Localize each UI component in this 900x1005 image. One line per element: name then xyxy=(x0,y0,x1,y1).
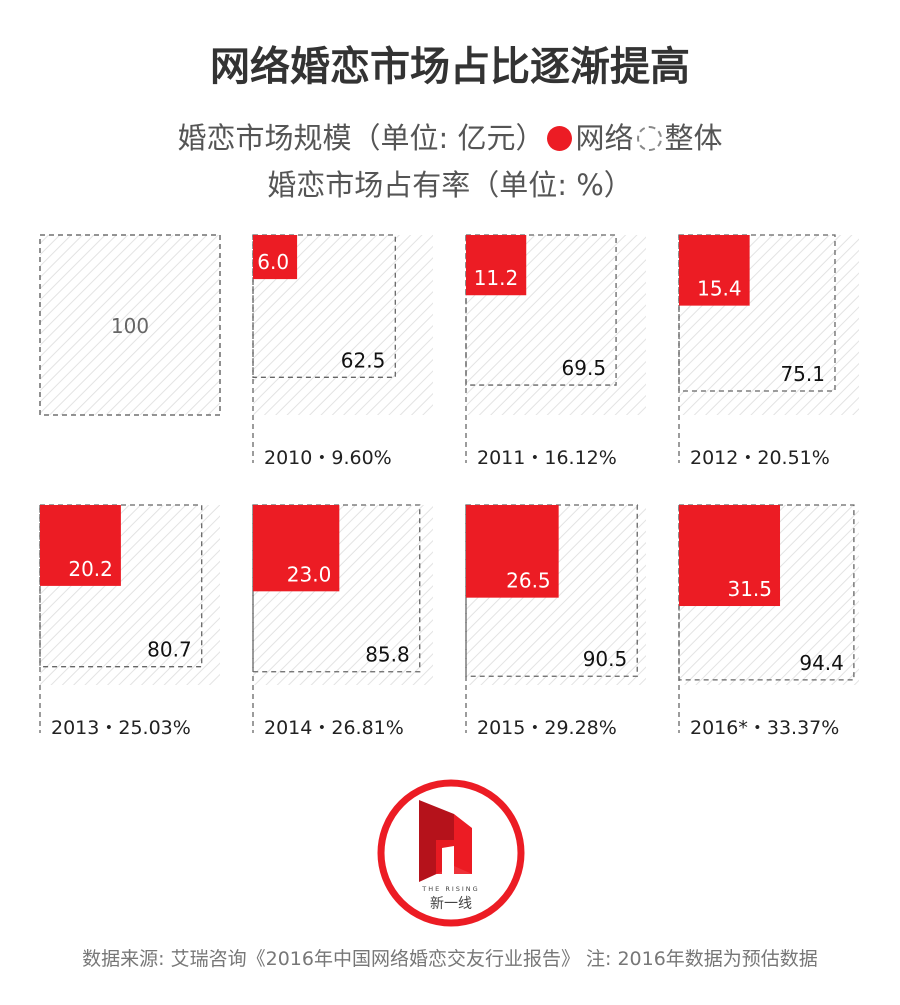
logo-caption-cn: 新一线 xyxy=(430,896,472,912)
online-value-label: 20.2 xyxy=(68,557,113,581)
year-share-label: 2010・9.60% xyxy=(264,447,392,469)
year-share-label: 2012・20.51% xyxy=(690,447,830,469)
panel-background xyxy=(466,235,646,415)
online-dot-icon xyxy=(547,126,573,151)
legend-scale-label: 婚恋市场规模（单位: 亿元） xyxy=(177,121,545,155)
panel-background xyxy=(40,505,220,685)
overall-value-label: 69.5 xyxy=(562,356,607,380)
overall-dot-icon xyxy=(636,126,662,151)
year-share-label: 2016*・33.37% xyxy=(690,717,839,739)
panel-background xyxy=(679,235,859,415)
online-value-label: 15.4 xyxy=(697,277,742,301)
overall-value-label: 62.5 xyxy=(341,348,386,372)
overall-value-label: 85.8 xyxy=(365,643,410,667)
market-share-chart: 100 6.0 62.5 2010・9.60% 11.2 69.5 2011・16.12% 1… xyxy=(39,234,859,739)
year-share-label: 2013・25.03% xyxy=(51,717,191,739)
page-title: 网络婚恋市场占比逐渐提高 xyxy=(210,44,690,90)
year-share-label: 2015・29.28% xyxy=(477,717,617,739)
year-share-label: 2011・16.12% xyxy=(477,447,617,469)
logo-caption-en: THE RISING xyxy=(421,885,479,893)
overall-value-label: 75.1 xyxy=(780,362,825,386)
legend-line-2: 婚恋市场占有率（单位: %） xyxy=(267,168,633,202)
overall-value-label: 90.5 xyxy=(583,647,628,671)
legend-overall-label: 整体 xyxy=(664,121,723,155)
online-value-label: 6.0 xyxy=(257,250,289,274)
year-share-label: 2014・26.81% xyxy=(264,717,404,739)
online-value-label: 23.0 xyxy=(287,562,332,586)
legend-online-label: 网络 xyxy=(575,121,634,155)
source-footnote: 数据来源: 艾瑞咨询《2016年中国网络婚恋交友行业报告》 注: 2016年数据… xyxy=(82,948,818,970)
the-rising-logo: THE RISING 新一线 xyxy=(377,779,525,927)
overall-value-label: 94.4 xyxy=(799,651,844,675)
legend-line-1: 婚恋市场规模（单位: 亿元） 网络 整体 xyxy=(0,115,900,157)
online-value-label: 26.5 xyxy=(506,569,551,593)
reference-label: 100 xyxy=(111,314,149,338)
overall-value-label: 80.7 xyxy=(147,638,192,662)
online-value-label: 11.2 xyxy=(474,266,519,290)
online-value-label: 31.5 xyxy=(727,577,772,601)
